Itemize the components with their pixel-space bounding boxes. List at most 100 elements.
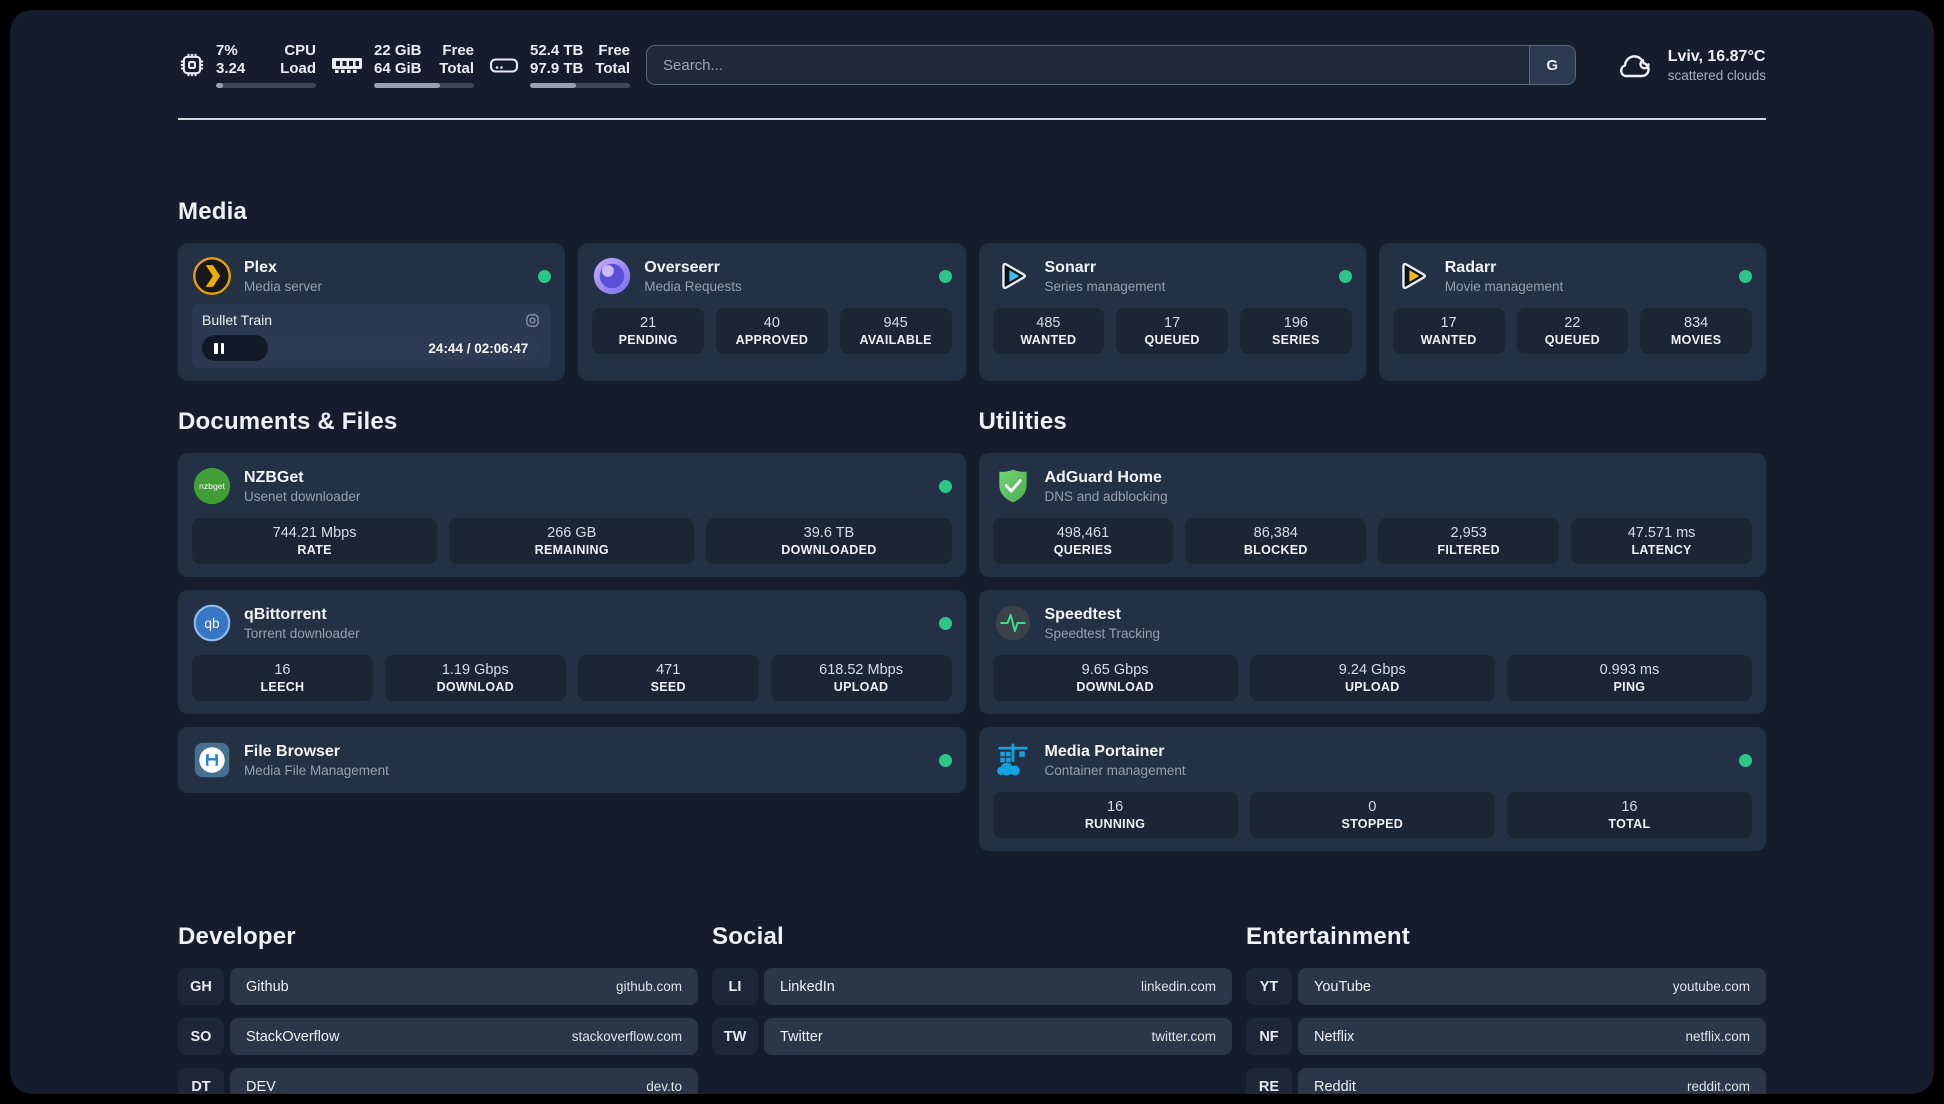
link-tag: SO [178,1018,224,1055]
app-card-nzbget[interactable]: nzbget NZBGet Usenet downloader 744.21 M… [178,453,966,577]
stat-downloaded: 39.6 TB DOWNLOADED [706,518,952,564]
dashboard: 7% 3.24 CPU Load 22 GiB 64 GiB [10,10,1934,1094]
app-subtitle: DNS and adblocking [1044,488,1168,504]
playback-progress-bar[interactable]: 24:44 / 02:06:47 [202,335,542,361]
stat-filtered: 2,953 FILTERED [1378,518,1560,564]
app-card-adguard[interactable]: AdGuard Home DNS and adblocking 498,461 Q… [978,453,1766,577]
link-github[interactable]: GH Github github.com [178,968,698,1005]
app-name: Sonarr [1044,258,1097,276]
now-playing-title: Bullet Train [202,312,273,328]
link-reddit[interactable]: RE Reddit reddit.com [1246,1068,1766,1094]
svg-text:qb: qb [204,616,219,631]
app-card-qbittorrent[interactable]: qb qBittorrent Torrent downloader 16 LEEC… [178,590,966,714]
search-bar: G [646,45,1576,85]
status-dot [1739,753,1752,767]
stat-movies: 834 MOVIES [1640,308,1752,354]
link-stackoverflow[interactable]: SO StackOverflow stackoverflow.com [178,1018,698,1055]
app-subtitle: Container management [1044,762,1186,778]
media-section: Plex Media server Bullet Train [178,243,1766,381]
app-card-sonarr[interactable]: Sonarr Series management 485 WANTED 17 QUE… [978,243,1366,381]
link-name: Netflix [1314,1028,1355,1045]
app-card-filebrowser[interactable]: File Browser Media File Management [178,727,966,793]
gear-icon[interactable] [524,312,541,329]
link-dev[interactable]: DT DEV dev.to [178,1068,698,1094]
weather-widget: Lviv, 16.87°C scattered clouds [1612,47,1766,84]
app-card-plex[interactable]: Plex Media server Bullet Train [178,243,566,381]
link-url: netflix.com [1685,1029,1750,1044]
app-name: qBittorrent [244,605,327,623]
link-twitter[interactable]: TW Twitter twitter.com [712,1018,1232,1055]
app-subtitle: Movie management [1444,278,1564,294]
status-dot [938,479,952,493]
filebrowser-icon [192,740,232,780]
stat-series: 196 SERIES [1240,308,1352,354]
link-tag: NF [1246,1018,1292,1055]
cpu-values: 7% 3.24 [216,42,246,77]
playback-time: 24:44 / 02:06:47 [428,340,529,356]
links-developer: Developer GH Github github.com SO StackOv… [178,923,698,1094]
app-subtitle: Torrent downloader [244,625,360,641]
app-name: File Browser [244,742,341,760]
app-card-overseerr[interactable]: Overseerr Media Requests 21 PENDING 40 APP… [578,243,966,381]
stat-approved: 40 APPROVED [716,308,828,354]
app-name: Overseerr [644,258,720,276]
app-name: NZBGet [244,468,304,486]
stat-upload: 9.24 Gbps UPLOAD [1249,655,1495,701]
disk-stat: 52.4 TB 97.9 TB Free Total [488,42,630,88]
stat-wanted: 17 WANTED [1392,308,1505,354]
link-url: stackoverflow.com [571,1029,682,1044]
weather-location: Lviv, 16.87°C [1667,47,1766,65]
status-dot [938,269,952,283]
memory-stat: 22 GiB 64 GiB Free Total [330,42,474,88]
app-subtitle: Media server [244,278,323,294]
stat-latency: 47.571 ms LATENCY [1571,518,1752,564]
system-stats: 7% 3.24 CPU Load 22 GiB 64 GiB [178,42,630,88]
app-subtitle: Usenet downloader [244,488,361,504]
app-card-portainer[interactable]: Media Portainer Container management 16 R… [978,727,1766,851]
link-netflix[interactable]: NF Netflix netflix.com [1246,1018,1766,1055]
stat-available: 945 AVAILABLE [839,308,952,354]
documents-column: nzbget NZBGet Usenet downloader 744.21 M… [178,453,966,793]
status-dot [938,753,952,767]
app-subtitle: Media Requests [644,278,742,294]
app-name: AdGuard Home [1044,468,1162,486]
link-tag: TW [712,1018,758,1055]
header-divider [178,118,1766,120]
stat-total: 16 TOTAL [1506,792,1753,838]
section-title-developer: Developer [178,923,296,950]
link-name: Twitter [780,1028,823,1045]
link-name: YouTube [1314,978,1371,995]
overseerr-icon [592,256,632,296]
link-youtube[interactable]: YT YouTube youtube.com [1246,968,1766,1005]
link-url: github.com [615,979,682,994]
portainer-icon [993,740,1033,780]
app-name: Speedtest [1044,605,1121,623]
link-name: LinkedIn [780,978,835,995]
app-name: Plex [244,258,277,276]
speedtest-icon [993,603,1033,643]
app-card-speedtest[interactable]: Speedtest Speedtest Tracking 9.65 Gbps DO… [978,590,1766,714]
link-linkedin[interactable]: LI LinkedIn linkedin.com [712,968,1232,1005]
link-name: Reddit [1314,1078,1356,1095]
search-engine-button[interactable]: G [1528,46,1575,84]
memory-progress-bar [374,83,474,88]
stat-rate: 744.21 Mbps RATE [192,518,438,564]
stat-queued: 17 QUEUED [1116,308,1228,354]
links-social: Social LI LinkedIn linkedin.com TW Twitte… [712,923,1232,1055]
stat-queued: 22 QUEUED [1516,308,1629,354]
link-name: StackOverflow [246,1028,340,1045]
search-input[interactable] [647,46,1529,84]
link-tag: YT [1246,968,1292,1005]
app-card-radarr[interactable]: Radarr Movie management 17 WANTED 22 QUEUE… [1378,243,1766,381]
stat-seed: 471 SEED [577,655,759,701]
pause-icon[interactable] [214,342,224,354]
stat-ping: 0.993 ms PING [1506,655,1753,701]
stat-queries: 498,461 QUERIES [992,518,1174,564]
app-subtitle: Speedtest Tracking [1044,625,1161,641]
link-tag: DT [178,1068,224,1094]
stat-remaining: 266 GB REMAINING [449,518,695,564]
radarr-icon [1393,256,1433,296]
status-dot [1739,269,1752,283]
plex-icon [192,256,232,296]
utilities-column: AdGuard Home DNS and adblocking 498,461 Q… [978,453,1766,851]
